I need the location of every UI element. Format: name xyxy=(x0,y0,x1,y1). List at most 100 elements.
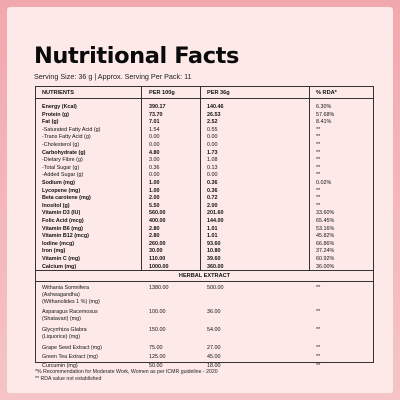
value-per-36g: 93.60 xyxy=(207,240,221,247)
value-rda: 0.02% xyxy=(316,180,332,186)
value-per-36g: 0.36 xyxy=(207,180,218,186)
value-per-36g: 26.53 xyxy=(207,111,221,118)
value-per-100g: 2.80 xyxy=(149,225,160,232)
herbal-name: Withania Somnifera xyxy=(42,285,90,291)
table-row: Iron (mg) 30.00 10.80 37.24% xyxy=(36,248,373,254)
value-rda: 53.16% xyxy=(316,225,335,232)
value-per-100g: 75.00 xyxy=(149,344,163,351)
page-title: Nutritional Facts xyxy=(34,43,240,69)
table-row: Vitamin C (mg) 110.00 39.60 60.92% xyxy=(36,256,373,262)
value-per-100g: 390.17 xyxy=(149,104,166,110)
table-row: -Saturated Fatty Acid (g) 1.54 0.55 ** xyxy=(36,127,373,133)
nutrient-name: Sodium (mg) xyxy=(42,180,75,186)
nutrient-name: -Cholesterol (g) xyxy=(42,142,80,148)
nutrient-name: -Dietary Fibre (g) xyxy=(42,157,83,164)
value-per-100g: 30.00 xyxy=(149,248,163,255)
value-per-100g: 125.00 xyxy=(149,353,166,360)
table-row: Fat (g) 7.01 2.52 8.41% xyxy=(36,119,373,125)
value-rda: ** xyxy=(316,157,321,164)
table-row: Vitamin D3 (IU) 560.00 201.60 33.60% xyxy=(36,210,373,216)
value-per-100g: 4.80 xyxy=(149,149,160,156)
nutrient-name: -Saturated Fatty Acid (g) xyxy=(42,126,101,133)
value-per-36g: 1.08 xyxy=(207,157,218,164)
herbal-row: Grape Seed Extract (mg) 75.00 27.00 ** xyxy=(36,345,373,352)
herbal-name: (Ashwagandha) xyxy=(42,291,80,298)
nutrient-name: Carbohydrate (g) xyxy=(42,149,86,156)
herbal-name: Grape Seed Extract (mg) xyxy=(42,344,102,351)
nutrient-name: Vitamin B12 (mcg) xyxy=(42,233,89,240)
value-per-100g: 400.00 xyxy=(149,218,166,224)
value-rda: ** xyxy=(316,142,321,148)
value-per-100g: 73.70 xyxy=(149,111,163,118)
table-row: Protein (g) 73.70 26.53 57.68% xyxy=(36,112,373,118)
value-per-36g: 27.00 xyxy=(207,344,221,351)
nutrient-name: -Total Sugar (g) xyxy=(42,164,80,171)
value-per-36g: 144.00 xyxy=(207,218,224,224)
nutrient-name: Protein (g) xyxy=(42,111,69,118)
value-rda: ** xyxy=(316,126,321,133)
nutrient-name: Beta carotene (mg) xyxy=(42,195,91,202)
value-per-100g: 100.00 xyxy=(149,309,166,316)
value-per-36g: 201.60 xyxy=(207,210,224,217)
table-row: Energy (Kcal) 390.17 140.46 6.30% xyxy=(36,104,373,110)
table-row: Vitamin B12 (mcg) 2.80 1.01 45.82% xyxy=(36,233,373,239)
value-per-100g: 110.00 xyxy=(149,256,166,262)
value-per-100g: 260.00 xyxy=(149,240,166,247)
header-rda: % RDA* xyxy=(316,90,337,96)
value-per-100g: 560.00 xyxy=(149,210,166,217)
table-row: Calcium (mg) 1000.00 360.00 36.00% xyxy=(36,264,373,270)
value-per-100g: 2.00 xyxy=(149,195,160,202)
herbal-row: Curcumin (mg) 50.00 18.00 ** xyxy=(36,363,373,370)
value-rda: 33.60% xyxy=(316,210,335,217)
value-per-36g: 45.00 xyxy=(207,353,221,360)
value-per-100g: 2.80 xyxy=(149,233,160,240)
value-rda: ** xyxy=(316,353,321,360)
value-rda: 60.92% xyxy=(316,256,335,262)
value-rda: 36.00% xyxy=(316,263,335,270)
table-row: Lycopene (mg) 1.00 0.36 ** xyxy=(36,188,373,194)
table-row: Iodine (mcg) 260.00 93.60 66.86% xyxy=(36,241,373,247)
value-rda: 8.41% xyxy=(316,119,332,126)
value-per-36g: 500.00 xyxy=(207,285,224,291)
header-per-100g: PER 100g xyxy=(149,90,175,96)
nutrient-name: Inositol (g) xyxy=(42,202,70,209)
value-per-36g: 36.00 xyxy=(207,309,221,316)
nutrition-card: Nutritional Facts Serving Size: 36 g | A… xyxy=(7,7,393,393)
nutrient-name: Vitamin D3 (IU) xyxy=(42,210,81,217)
nutrient-name: Iron (mg) xyxy=(42,248,66,255)
nutrient-name: Vitamin B6 (mg) xyxy=(42,225,83,232)
herbal-name: Green Tea Extract (mg) xyxy=(42,353,98,360)
value-per-36g: 1.73 xyxy=(207,149,218,156)
value-rda: 45.82% xyxy=(316,233,335,240)
value-per-36g: 360.00 xyxy=(207,263,224,270)
value-rda: ** xyxy=(316,134,321,141)
nutrient-name: Energy (Kcal) xyxy=(42,104,77,110)
table-row: -Added Sugar (g) 0.00 0.00 ** xyxy=(36,172,373,178)
value-per-100g: 1.00 xyxy=(149,180,160,186)
table-row: -Cholesterol (g) 0.00 0.00 ** xyxy=(36,142,373,148)
value-per-36g: 1.01 xyxy=(207,233,218,240)
value-rda: 66.86% xyxy=(316,240,335,247)
value-per-36g: 39.60 xyxy=(207,256,221,262)
value-per-100g: 1.00 xyxy=(149,187,160,194)
herbal-name: (Liquorice) (mg) xyxy=(42,333,81,340)
herbal-row: Asparagus Racemosus (Shatavari) (mg) 100.0… xyxy=(36,309,373,323)
nutrient-name: Calcium (mg) xyxy=(42,263,77,270)
value-rda: 6.30% xyxy=(316,104,332,110)
nutrient-name: Iodine (mcg) xyxy=(42,240,75,247)
herbal-name: (Shatavari) (mg) xyxy=(42,316,81,323)
herbal-extract-header: HERBAL EXTRACT xyxy=(178,273,231,279)
value-per-36g: 0.00 xyxy=(207,142,218,148)
herbal-name: Glycyrrhiza Glabra xyxy=(42,327,87,333)
value-per-100g: 5.50 xyxy=(149,202,160,209)
herbal-name: (Withanolides 1 %) (mg) xyxy=(42,298,100,305)
value-per-100g: 1380.00 xyxy=(149,285,169,291)
value-per-36g: 0.00 xyxy=(207,134,218,141)
table-row: Vitamin B6 (mg) 2.80 1.01 53.16% xyxy=(36,226,373,232)
section-divider xyxy=(36,270,373,271)
footnote-not-established: ** RDA value not established xyxy=(35,376,102,382)
value-per-100g: 7.01 xyxy=(149,119,160,126)
value-per-36g: 0.00 xyxy=(207,172,218,179)
herbal-name: Curcumin (mg) xyxy=(42,363,78,370)
value-per-100g: 50.00 xyxy=(149,363,163,370)
